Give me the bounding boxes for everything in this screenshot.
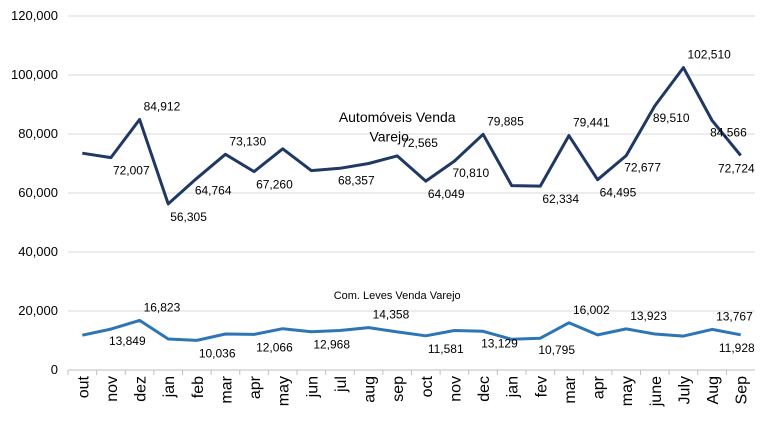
x-tick-label: feb xyxy=(190,376,207,398)
data-label: 62,334 xyxy=(542,192,579,206)
y-tick-label: 80,000 xyxy=(18,126,58,141)
x-tick-label: dez xyxy=(133,376,150,402)
series-labels: Automóveis Venda Varejo Com. Leves Venda V… xyxy=(334,109,461,302)
y-tick-label: 120,000 xyxy=(11,8,58,23)
data-label: 72,565 xyxy=(401,136,438,150)
data-label: 11,581 xyxy=(428,342,464,356)
y-tick-label: 100,000 xyxy=(11,67,58,82)
x-tick-label: june xyxy=(648,376,665,407)
data-label: 84,566 xyxy=(710,126,747,140)
x-tick-label: oct xyxy=(419,375,436,397)
data-label: 13,129 xyxy=(481,336,518,350)
x-tick-label: Aug xyxy=(705,376,722,404)
data-label: 13,849 xyxy=(109,334,146,348)
series-label: Varejo xyxy=(369,128,409,144)
data-label: 56,305 xyxy=(170,210,207,224)
data-labels: 72,007 84,912 56,305 64,764 73,130 67,260 68,3… xyxy=(109,48,755,361)
y-tick-label: 40,000 xyxy=(18,244,58,259)
x-tick-label: July xyxy=(676,376,693,404)
x-tick-label: aug xyxy=(362,376,379,403)
x-tick-label: Sep xyxy=(734,376,751,405)
data-label: 72,677 xyxy=(624,161,661,175)
x-tick-label: jan xyxy=(505,376,522,398)
data-label: 14,358 xyxy=(373,308,410,322)
data-label: 79,885 xyxy=(487,114,524,128)
data-label: 16,823 xyxy=(144,300,181,314)
y-tick-label: 20,000 xyxy=(18,303,58,318)
series-line xyxy=(82,66,742,206)
x-tick-label: may xyxy=(276,376,293,406)
series-label: Automóveis Venda xyxy=(339,109,456,125)
data-label: 16,002 xyxy=(573,303,610,317)
data-label: 84,912 xyxy=(144,100,181,114)
x-tick-label: apr xyxy=(591,375,608,399)
data-label: 89,510 xyxy=(653,111,690,125)
data-label: 13,923 xyxy=(630,309,667,323)
x-tick-label: nov xyxy=(104,376,121,402)
x-tick-label: apr xyxy=(247,375,264,399)
data-label: 72,007 xyxy=(113,164,150,178)
data-label: 12,968 xyxy=(313,338,350,352)
x-tick-label: fev xyxy=(533,376,550,397)
data-label: 64,764 xyxy=(195,183,232,197)
y-axis-ticks: 0 20,000 40,000 60,000 80,000 100,000 120,000 xyxy=(11,8,58,377)
data-label: 102,510 xyxy=(687,48,731,62)
x-tick-label: dec xyxy=(476,376,493,402)
x-tick-label: jul xyxy=(333,376,350,393)
x-axis-ticks: out nov dez jan feb mar apr may jun jul aug sep oct n… xyxy=(75,375,750,407)
data-label: 73,130 xyxy=(229,134,266,148)
series-label: Com. Leves Venda Varejo xyxy=(334,290,461,302)
x-tick-label: jan xyxy=(161,376,178,398)
data-label: 10,036 xyxy=(199,346,236,360)
y-tick-label: 0 xyxy=(51,362,58,377)
x-tick-label: jun xyxy=(304,376,321,398)
data-label: 13,767 xyxy=(716,309,753,323)
data-label: 11,928 xyxy=(719,341,755,355)
x-tick-label: out xyxy=(75,375,92,398)
x-tick-label: may xyxy=(619,376,636,406)
data-label: 67,260 xyxy=(256,178,293,192)
data-label: 70,810 xyxy=(452,166,489,180)
data-label: 79,441 xyxy=(573,116,610,130)
x-tick-label: mar xyxy=(562,375,579,403)
data-label: 64,495 xyxy=(600,186,637,200)
x-tick-label: mar xyxy=(218,375,235,403)
y-tick-label: 60,000 xyxy=(18,185,58,200)
data-label: 10,795 xyxy=(538,343,575,357)
data-label: 68,357 xyxy=(338,173,375,187)
x-tick-label: nov xyxy=(447,376,464,402)
series-lines xyxy=(81,66,742,342)
data-label: 12,066 xyxy=(256,340,293,354)
data-label: 72,724 xyxy=(718,161,755,175)
x-tick-label: sep xyxy=(390,376,407,402)
series-line xyxy=(81,318,741,342)
data-label: 64,049 xyxy=(428,187,465,201)
